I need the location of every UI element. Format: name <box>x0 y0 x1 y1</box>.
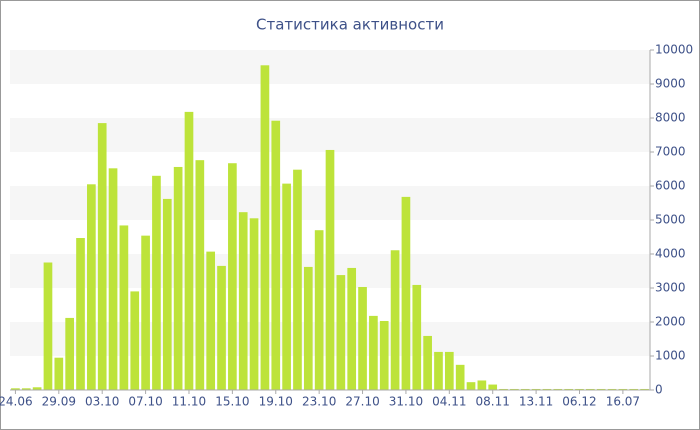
bar <box>499 388 508 390</box>
x-tick-label: 24.06 <box>0 395 33 409</box>
bar <box>510 388 519 390</box>
bar <box>434 351 443 390</box>
bar <box>564 388 573 390</box>
y-tick-label: 10000 <box>655 43 693 57</box>
bar <box>32 387 42 390</box>
bar <box>314 230 324 390</box>
x-tick-label: 03.10 <box>85 395 119 409</box>
x-tick-label: 19.10 <box>259 395 293 409</box>
x-tick-label: 23.10 <box>302 395 336 409</box>
bar <box>412 284 422 390</box>
bar <box>195 160 205 390</box>
bar <box>336 275 346 390</box>
bar <box>325 149 335 390</box>
bar <box>141 235 150 390</box>
bar <box>607 388 617 390</box>
y-tick-label: 6000 <box>655 179 686 193</box>
bar <box>173 166 183 390</box>
bar <box>347 267 357 390</box>
x-tick-label: 27.10 <box>345 395 379 409</box>
y-tick-label: 8000 <box>655 111 686 125</box>
bar <box>455 364 465 390</box>
x-tick-label: 31.10 <box>389 395 423 409</box>
bar <box>379 320 389 390</box>
chart-title: Статистика активности <box>256 16 444 34</box>
bar <box>238 212 248 390</box>
bar <box>130 291 140 390</box>
bar <box>108 168 118 390</box>
bar <box>596 388 606 390</box>
bar <box>65 317 74 390</box>
bar <box>282 183 291 390</box>
bar <box>11 388 20 390</box>
bar <box>54 357 64 390</box>
bar <box>423 335 432 390</box>
y-tick-label: 1000 <box>655 349 686 363</box>
bar <box>575 388 584 390</box>
y-tick-label: 0 <box>655 383 663 397</box>
bar <box>97 123 107 390</box>
bar <box>531 388 541 390</box>
bar <box>401 196 411 390</box>
bar <box>228 163 237 390</box>
bar <box>629 388 639 390</box>
x-tick-label: 04.11 <box>432 395 466 409</box>
x-tick-label: 08.11 <box>476 395 510 409</box>
bar <box>260 65 270 391</box>
bar <box>477 380 487 390</box>
x-tick-label: 15.10 <box>215 395 249 409</box>
bar <box>206 251 216 390</box>
grid-band <box>10 50 650 84</box>
bar <box>43 262 53 390</box>
x-tick-label: 29.09 <box>42 395 76 409</box>
y-tick-label: 7000 <box>655 145 686 159</box>
bar <box>119 225 129 390</box>
x-tick-label: 07.10 <box>128 395 162 409</box>
y-tick-label: 9000 <box>655 77 686 91</box>
bar <box>249 218 259 390</box>
y-tick-label: 2000 <box>655 315 686 329</box>
bar <box>466 382 476 390</box>
bar <box>542 388 552 390</box>
bar <box>87 184 96 390</box>
bar <box>390 250 400 390</box>
bar <box>303 266 313 390</box>
bar <box>553 388 563 390</box>
bar <box>184 111 194 390</box>
bar <box>271 120 281 390</box>
bar <box>640 388 649 390</box>
bar <box>217 265 226 390</box>
x-tick-label: 11.10 <box>172 395 206 409</box>
bar <box>293 169 302 390</box>
bar <box>162 198 172 390</box>
bar <box>152 175 161 390</box>
y-tick-label: 3000 <box>655 281 686 295</box>
bar <box>21 388 31 390</box>
x-tick-label: 06.12 <box>562 395 596 409</box>
bar <box>520 388 530 390</box>
bar <box>358 286 367 390</box>
y-tick-label: 4000 <box>655 247 686 261</box>
x-tick-label: 16.07 <box>606 395 640 409</box>
x-tick-label: 13.11 <box>519 395 553 409</box>
grid-band <box>10 118 650 152</box>
bar <box>586 388 595 390</box>
bar <box>618 388 628 390</box>
bar <box>369 315 378 390</box>
bar <box>444 351 454 390</box>
bar <box>76 238 85 390</box>
y-tick-label: 5000 <box>655 213 686 227</box>
bar <box>488 384 498 390</box>
